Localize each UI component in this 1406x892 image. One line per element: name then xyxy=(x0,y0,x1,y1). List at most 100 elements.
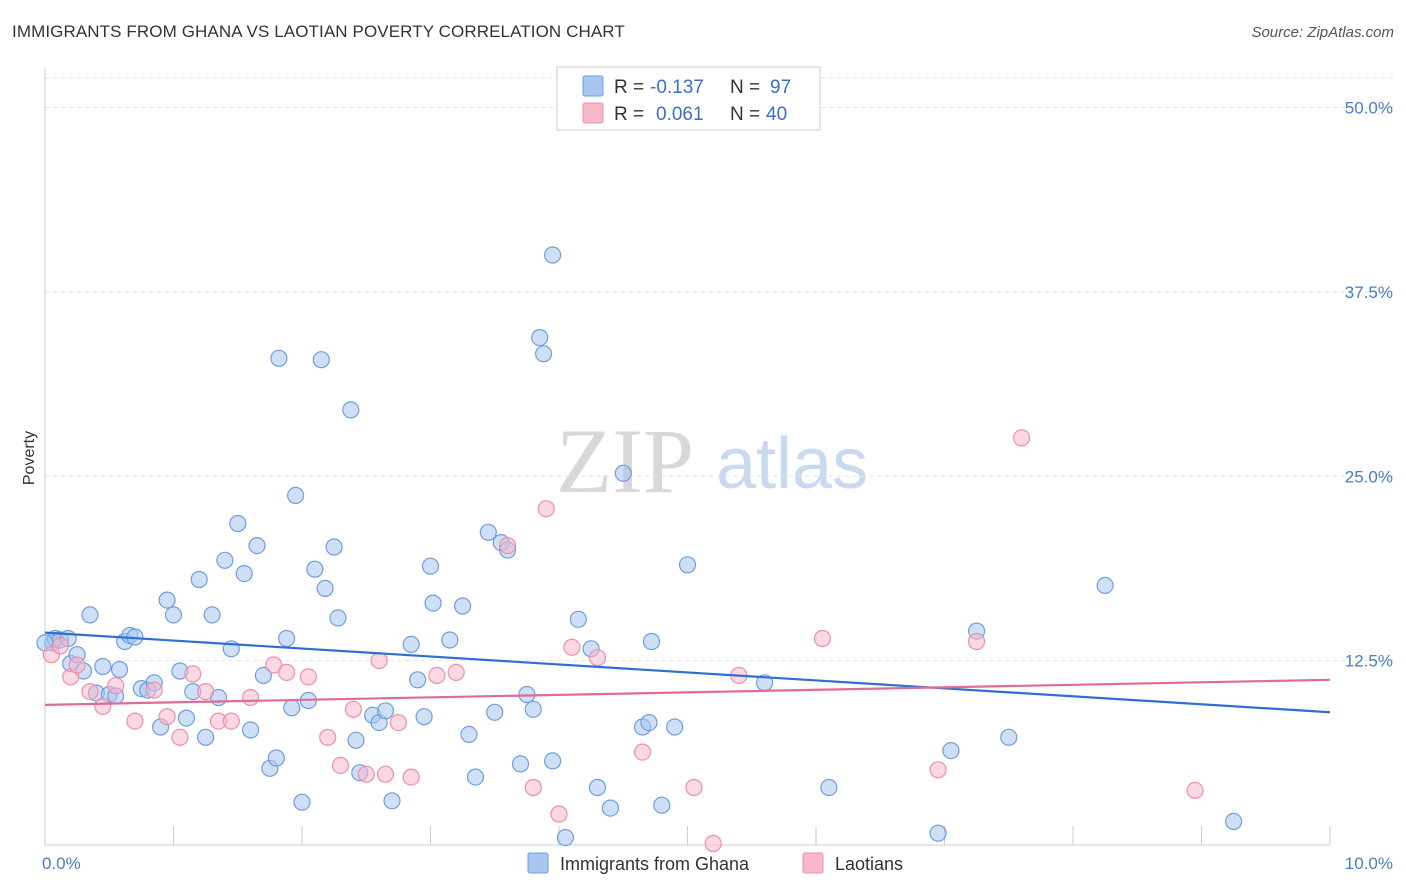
legend-r-label-laotians: R = xyxy=(614,104,644,125)
data-point xyxy=(460,725,478,744)
data-point xyxy=(537,500,555,518)
y-axis-title: Poverty xyxy=(21,431,38,485)
y-tick-label: 12.5% xyxy=(1345,652,1393,671)
data-point xyxy=(685,778,703,797)
data-point xyxy=(466,768,485,786)
data-point xyxy=(409,671,427,689)
data-point xyxy=(479,523,497,541)
legend-n-value-laotians: 40 xyxy=(766,104,787,125)
data-point xyxy=(499,536,517,555)
data-point xyxy=(342,401,360,419)
series-laotians xyxy=(42,429,1204,853)
data-point xyxy=(704,834,722,853)
legend-r-value-ghana: -0.137 xyxy=(650,77,704,98)
data-point xyxy=(94,657,112,676)
data-point xyxy=(344,700,362,718)
data-point xyxy=(293,793,311,811)
data-point xyxy=(588,649,607,667)
data-point xyxy=(254,666,272,685)
data-point xyxy=(967,632,986,651)
data-point xyxy=(486,703,504,721)
data-point xyxy=(402,635,420,654)
data-point xyxy=(666,718,684,736)
y-tick-label: 37.5% xyxy=(1345,283,1393,302)
data-point xyxy=(813,629,832,648)
x-tick-label: 10.0% xyxy=(1345,854,1393,873)
trend-lines xyxy=(44,631,1331,714)
data-point xyxy=(222,712,240,730)
data-point xyxy=(299,668,317,686)
legend-swatch-laotians xyxy=(582,102,604,124)
data-point xyxy=(319,728,337,746)
data-point xyxy=(563,638,581,656)
data-point xyxy=(51,637,70,655)
data-point xyxy=(278,629,296,648)
data-point xyxy=(640,713,658,732)
data-point xyxy=(158,708,176,726)
data-point xyxy=(929,824,947,842)
data-point xyxy=(248,536,266,555)
data-point xyxy=(1186,781,1204,800)
bottom-legend-label-laotians: Laotians xyxy=(835,854,903,874)
data-point xyxy=(316,579,334,598)
data-point xyxy=(325,538,343,556)
data-point xyxy=(454,597,472,615)
data-point xyxy=(556,828,575,847)
y-tick-label: 25.0% xyxy=(1345,467,1393,486)
data-point xyxy=(145,681,163,699)
data-point xyxy=(569,610,587,628)
data-point xyxy=(177,709,195,727)
data-point xyxy=(550,805,568,823)
data-point xyxy=(242,688,260,707)
correlation-legend: R = -0.137 N = 97 R = 0.061 N = 40 xyxy=(556,66,821,131)
data-point xyxy=(331,756,350,775)
data-point xyxy=(265,656,283,674)
data-point xyxy=(441,631,459,649)
data-point xyxy=(1224,812,1243,831)
data-point xyxy=(942,741,960,760)
data-point xyxy=(270,349,288,367)
data-point xyxy=(820,778,838,797)
data-point xyxy=(614,464,632,482)
data-point xyxy=(1096,576,1114,595)
data-point xyxy=(1012,429,1031,447)
data-point xyxy=(197,682,215,701)
watermark-zip: ZIP xyxy=(556,410,694,512)
data-point xyxy=(588,778,607,797)
data-point xyxy=(203,606,221,624)
y-tick-label: 50.0% xyxy=(1345,99,1393,118)
data-point xyxy=(229,514,247,533)
data-point xyxy=(642,632,661,651)
data-point xyxy=(287,486,305,504)
legend-swatch-ghana xyxy=(582,75,604,97)
data-point xyxy=(267,749,285,767)
data-point xyxy=(929,761,947,779)
data-point xyxy=(312,351,330,369)
data-point xyxy=(216,551,234,569)
bottom-legend-label-ghana: Immigrants from Ghana xyxy=(560,854,750,874)
data-point xyxy=(94,697,112,716)
data-point xyxy=(68,656,86,674)
data-point xyxy=(543,246,562,264)
data-point xyxy=(81,682,99,701)
data-point xyxy=(376,765,395,783)
data-point xyxy=(197,728,215,746)
bottom-legend-swatch-laotians xyxy=(802,852,824,874)
data-point xyxy=(678,556,697,574)
data-point xyxy=(283,699,301,717)
data-point xyxy=(524,778,542,797)
data-point xyxy=(601,799,620,817)
legend-r-value-laotians: 0.061 xyxy=(656,104,704,125)
data-point xyxy=(428,666,446,685)
data-point xyxy=(242,721,260,739)
watermark-atlas: atlas xyxy=(716,424,868,504)
legend-n-value-ghana: 97 xyxy=(770,77,791,98)
data-point xyxy=(110,660,129,679)
data-point xyxy=(415,708,433,726)
data-point xyxy=(402,768,420,786)
data-point xyxy=(329,609,347,627)
tick-labels: 12.5% 25.0% 37.5% 50.0% 0.0% 10.0% xyxy=(42,99,1393,874)
data-point xyxy=(278,663,296,682)
legend-r-label-ghana: R = xyxy=(614,77,644,98)
